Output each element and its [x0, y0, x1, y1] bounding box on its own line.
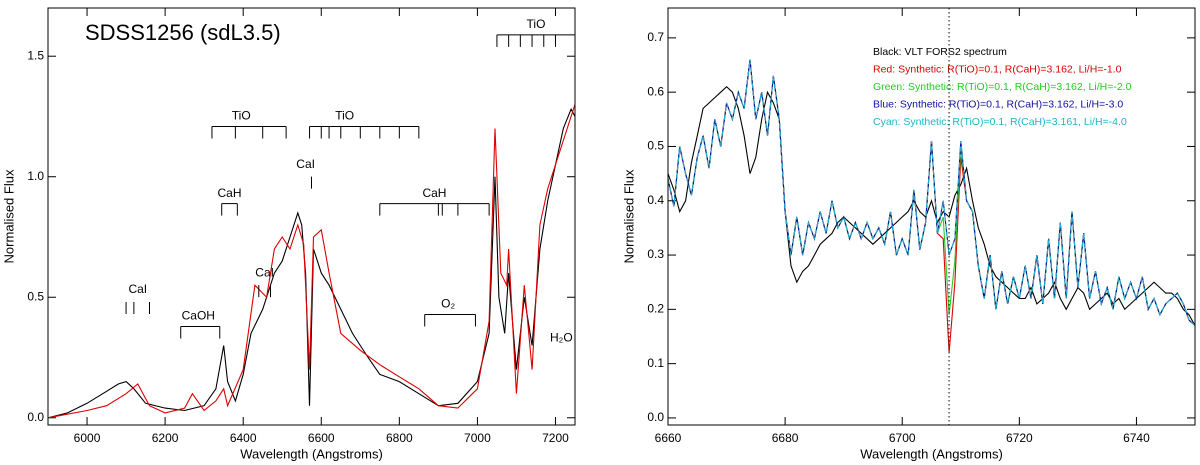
feature-label: TiO — [527, 17, 546, 31]
x-tick-label: 6660 — [655, 431, 682, 445]
spectrum-line — [668, 59, 1195, 327]
feature-label: TiO — [232, 109, 251, 123]
y-tick-label: 0.4 — [647, 193, 664, 207]
legend-entry: Green: Synthetic: R(TiO)=0.1, R(CaH)=3.1… — [873, 81, 1132, 93]
y-axis-label: Normalised Flux — [621, 169, 636, 263]
y-tick-label: 1.0 — [27, 169, 44, 183]
x-tick-label: 7200 — [542, 431, 569, 445]
feature-label: TiO — [335, 109, 354, 123]
chart-title: SDSS1256 (sdL3.5) — [85, 20, 281, 45]
x-tick-label: 7000 — [464, 431, 491, 445]
x-tick-label: 6200 — [152, 431, 179, 445]
x-tick-label: 6600 — [308, 431, 335, 445]
spectrum-line — [48, 104, 575, 419]
legend-entry: Blue: Synthetic: R(TiO)=0.1, R(CaH)=3.16… — [873, 98, 1123, 110]
feature-label: H₂O — [550, 330, 573, 344]
y-tick-label: 0.6 — [647, 84, 664, 98]
y-tick-label: 0.0 — [647, 410, 664, 424]
y-tick-label: 0.3 — [647, 247, 664, 261]
feature-label: CaH — [422, 186, 446, 200]
y-axis-label: Normalised Flux — [1, 169, 16, 263]
feature-label: CaI — [296, 157, 315, 171]
plot-frame — [47, 7, 576, 426]
x-axis-label: Wavelength (Angstroms) — [860, 446, 1003, 461]
y-tick-label: 0.5 — [27, 289, 44, 303]
feature-label: CaH — [218, 186, 242, 200]
x-tick-label: 6700 — [889, 431, 916, 445]
feature-label: CaOH — [182, 309, 215, 323]
x-tick-label: 6680 — [772, 431, 799, 445]
x-axis-label: Wavelength (Angstroms) — [240, 446, 383, 461]
spectrum-line — [668, 85, 1195, 326]
x-tick-label: 6000 — [74, 431, 101, 445]
legend-entry: Cyan: Synthetic: R(TiO)=0.1, R(CaH)=3.16… — [873, 116, 1127, 128]
y-tick-label: 1.5 — [27, 48, 44, 62]
plot-frame — [667, 7, 1196, 426]
legend-entry: Red: Synthetic: R(TiO)=0.1, R(CaH)=3.162… — [873, 63, 1122, 75]
x-tick-label: 6720 — [1006, 431, 1033, 445]
y-tick-label: 0.1 — [647, 356, 664, 370]
y-tick-label: 0.2 — [647, 302, 664, 316]
feature-label: CaI — [255, 265, 274, 279]
legend-entry: Black: VLT FORS2 spectrum — [873, 46, 1007, 58]
x-tick-label: 6400 — [230, 431, 257, 445]
feature-label: O₂ — [441, 297, 455, 311]
x-tick-label: 6800 — [386, 431, 413, 445]
y-tick-label: 0.5 — [647, 139, 664, 153]
y-tick-label: 0.0 — [27, 410, 44, 424]
y-tick-label: 0.7 — [647, 30, 664, 44]
feature-label: CaI — [128, 282, 147, 296]
x-tick-label: 6740 — [1123, 431, 1150, 445]
